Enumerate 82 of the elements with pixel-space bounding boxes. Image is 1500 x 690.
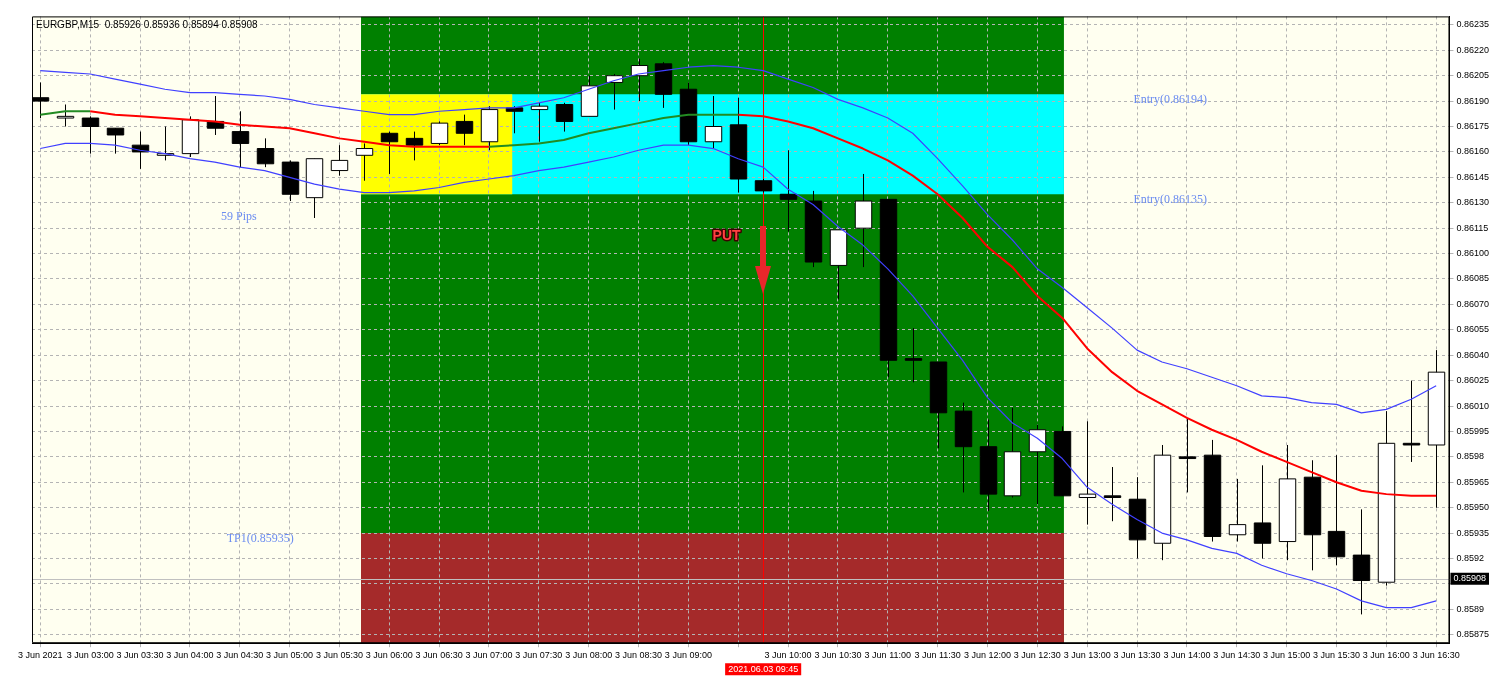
annotation: 59 Pips bbox=[221, 209, 258, 224]
x-tick-label: 3 Jun 08:00 bbox=[565, 650, 613, 661]
candlestick bbox=[330, 144, 349, 177]
x-tick-label: 3 Jun 13:30 bbox=[1113, 650, 1161, 661]
chart-title: EURGBP,M15 0.85926 0.85936 0.85894 0.85908 bbox=[36, 19, 259, 31]
y-tick-label: 0.86205 bbox=[1456, 70, 1490, 81]
x-tick-label: 3 Jun 2021 bbox=[18, 650, 63, 661]
ref-line-label: 2021.06.03 09:45 bbox=[728, 663, 799, 674]
candlestick bbox=[256, 137, 275, 168]
x-tick-label: 3 Jun 16:30 bbox=[1412, 650, 1460, 661]
x-tick-label: 3 Jun 07:00 bbox=[465, 650, 513, 661]
candlestick bbox=[1103, 466, 1122, 522]
x-tick-label: 3 Jun 06:30 bbox=[415, 650, 463, 661]
x-tick-label: 3 Jun 14:00 bbox=[1163, 650, 1211, 661]
x-tick-label: 3 Jun 12:30 bbox=[1013, 650, 1061, 661]
x-tick-label: 3 Jun 10:00 bbox=[764, 650, 812, 661]
x-tick-label: 3 Jun 15:00 bbox=[1263, 650, 1311, 661]
x-tick-label: 3 Jun 14:30 bbox=[1213, 650, 1261, 661]
candlestick bbox=[904, 327, 923, 383]
candlestick bbox=[1028, 424, 1047, 505]
y-tick-label: 0.85995 bbox=[1456, 425, 1490, 436]
y-tick-label: 0.86145 bbox=[1456, 171, 1490, 182]
y-tick-label: 0.86190 bbox=[1456, 95, 1490, 106]
candlestick bbox=[1402, 380, 1421, 463]
y-tick-label: 0.86100 bbox=[1456, 248, 1490, 259]
x-tick-label: 3 Jun 12:00 bbox=[963, 650, 1012, 661]
candlestick bbox=[231, 110, 250, 168]
y-tick-label: 0.85965 bbox=[1456, 476, 1490, 487]
y-tick-label: 0.86010 bbox=[1456, 400, 1490, 411]
y-tick-label: 0.86160 bbox=[1456, 146, 1490, 157]
candlestick bbox=[430, 120, 449, 146]
x-tick-label: 3 Jun 09:00 bbox=[664, 650, 712, 661]
x-tick-label: 3 Jun 05:00 bbox=[266, 650, 314, 661]
y-tick-label: 0.85875 bbox=[1456, 629, 1490, 640]
annotation: Entry(0.86135) bbox=[1133, 192, 1208, 207]
x-tick-label: 3 Jun 08:30 bbox=[615, 650, 663, 661]
candlestick bbox=[1078, 420, 1097, 526]
candlestick bbox=[56, 103, 75, 128]
candlestick bbox=[380, 131, 399, 175]
candlestick bbox=[555, 102, 574, 133]
candlestick bbox=[81, 115, 100, 155]
x-tick-label: 3 Jun 04:30 bbox=[216, 650, 264, 661]
y-tick-label: 0.86220 bbox=[1456, 44, 1490, 55]
y-tick-label: 0.8589 bbox=[1456, 603, 1484, 614]
candlestick bbox=[704, 95, 723, 150]
y-tick-label: 0.86040 bbox=[1456, 349, 1490, 360]
candlestick bbox=[405, 131, 424, 161]
x-tick-label: 3 Jun 05:30 bbox=[315, 650, 363, 661]
candlestick bbox=[1178, 417, 1197, 493]
x-tick-label: 3 Jun 10:30 bbox=[814, 650, 862, 661]
y-tick-label: 0.8598 bbox=[1456, 451, 1484, 462]
ref-line-label: 0.85908 bbox=[1453, 573, 1487, 584]
annotation: TP1(0.85935) bbox=[226, 531, 294, 546]
x-tick-label: 3 Jun 06:00 bbox=[365, 650, 413, 661]
y-tick-label: 0.86070 bbox=[1456, 298, 1490, 309]
y-tick-label: 0.86130 bbox=[1456, 197, 1490, 208]
y-tick-label: 0.86025 bbox=[1456, 375, 1490, 386]
x-tick-label: 3 Jun 11:00 bbox=[864, 650, 911, 661]
x-tick-label: 3 Jun 07:30 bbox=[515, 650, 563, 661]
x-tick-label: 3 Jun 13:00 bbox=[1063, 650, 1111, 661]
candlestick bbox=[355, 142, 374, 182]
y-tick-label: 0.86115 bbox=[1456, 222, 1489, 233]
annotation: Entry(0.86194) bbox=[1133, 91, 1208, 106]
annotation: PUT bbox=[712, 227, 742, 244]
x-tick-label: 3 Jun 11:30 bbox=[914, 650, 961, 661]
y-tick-label: 0.86175 bbox=[1456, 121, 1490, 131]
y-tick-label: 0.86055 bbox=[1456, 324, 1490, 335]
y-tick-label: 0.86085 bbox=[1456, 273, 1490, 284]
x-tick-label: 3 Jun 04:00 bbox=[166, 650, 214, 661]
candlestick bbox=[779, 149, 798, 233]
y-tick-label: 0.8592 bbox=[1456, 552, 1484, 563]
y-tick-label: 0.85950 bbox=[1456, 502, 1490, 513]
candlestick bbox=[1253, 464, 1272, 559]
candlestick bbox=[106, 127, 125, 155]
candlestick bbox=[455, 114, 474, 146]
x-tick-label: 3 Jun 03:00 bbox=[66, 650, 114, 661]
y-tick-label: 0.86235 bbox=[1456, 19, 1490, 30]
y-tick-label: 0.85935 bbox=[1456, 527, 1490, 538]
x-tick-label: 3 Jun 16:00 bbox=[1362, 650, 1410, 661]
candlestick bbox=[1228, 478, 1247, 543]
x-tick-label: 3 Jun 03:30 bbox=[116, 650, 164, 661]
x-tick-label: 3 Jun 15:30 bbox=[1312, 650, 1360, 661]
